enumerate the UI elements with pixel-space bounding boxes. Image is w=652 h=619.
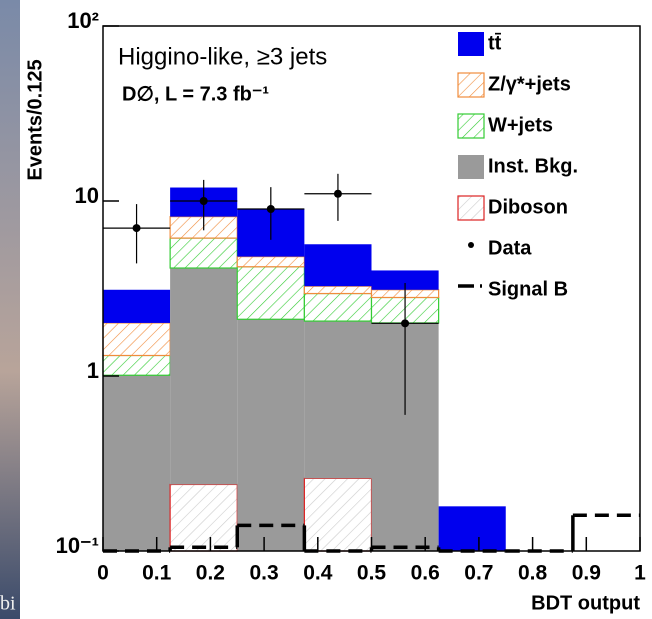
x-tick-label: 0.6	[411, 562, 440, 585]
y-tick-label: 10	[75, 183, 99, 208]
x-tick-label: 0.7	[464, 562, 493, 585]
bar-segment	[371, 270, 439, 290]
legend-marker	[468, 242, 474, 248]
background-strip	[0, 0, 20, 619]
bar-segment	[102, 322, 171, 357]
x-tick-label: 1	[634, 562, 646, 585]
bar-segment	[170, 268, 238, 485]
y-axis-label: Events/0.125	[24, 59, 46, 180]
legend-swatch	[457, 195, 485, 221]
bar-segment	[102, 354, 171, 376]
side-text: bi	[0, 593, 16, 615]
data-point	[132, 224, 141, 233]
bar-segment	[103, 289, 171, 323]
annotation: Higgino-like, ≥3 jets	[118, 43, 327, 70]
bar-segment	[103, 375, 171, 551]
bar-segment	[169, 483, 238, 552]
annotation: D∅, L = 7.3 fb⁻¹	[122, 83, 269, 105]
legend-swatch	[458, 32, 484, 56]
x-axis-label: BDT output	[531, 592, 640, 614]
bar-segment	[303, 292, 373, 322]
y-tick-label: 10⁻¹	[56, 533, 99, 558]
x-tick-label: 0.2	[196, 562, 225, 585]
data-point	[199, 197, 208, 205]
legend-label: Data	[488, 237, 532, 259]
y-tick-label: 1	[87, 358, 99, 383]
legend-swatch	[458, 155, 484, 179]
bar-segment	[438, 506, 506, 551]
x-tick-label: 0.9	[572, 562, 601, 585]
bar-segment	[303, 477, 373, 552]
y-tick-label: 10²	[67, 8, 99, 33]
legend-label: Inst. Bkg.	[488, 155, 578, 177]
x-tick-label: 0.5	[357, 562, 387, 585]
legend-label: W+jets	[488, 114, 553, 136]
bar-segment	[303, 285, 373, 295]
data-point	[266, 205, 275, 214]
bar-segment	[304, 244, 372, 287]
x-tick-label: 0.1	[142, 562, 172, 585]
bar-segment	[236, 256, 305, 268]
bar-segment	[237, 319, 305, 551]
bar-segment	[304, 321, 372, 479]
data-point	[333, 189, 342, 198]
legend-label: Signal B	[488, 278, 568, 300]
x-tick-label: 0	[97, 562, 109, 585]
x-tick-label: 0.4	[303, 562, 333, 585]
bar-segment	[236, 266, 305, 320]
x-tick-label: 0.3	[249, 562, 278, 585]
legend-swatch	[457, 72, 485, 98]
x-tick-label: 0.8	[518, 562, 548, 585]
legend-label: Z/γ*+jets	[488, 73, 571, 95]
data-point	[401, 319, 410, 328]
bar-segment	[169, 237, 238, 269]
legend-label: Diboson	[488, 196, 568, 218]
legend-label: tt̄	[488, 32, 502, 54]
legend-swatch	[457, 113, 485, 139]
